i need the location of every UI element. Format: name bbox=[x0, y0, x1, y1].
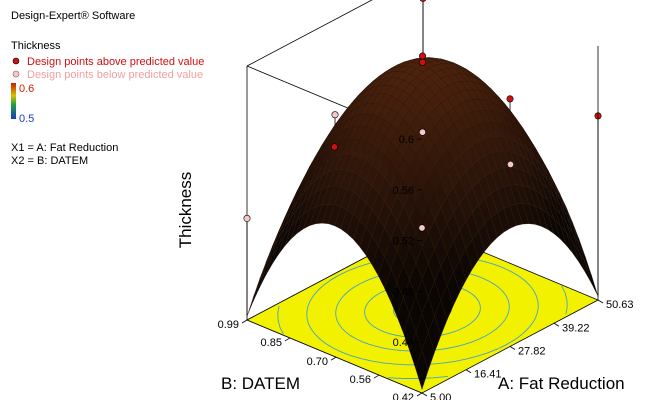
x-tick bbox=[553, 322, 560, 327]
y-tick bbox=[284, 337, 291, 342]
design-point bbox=[506, 95, 514, 103]
y-tick-label: 0.70 bbox=[307, 356, 328, 368]
x-axis-title: A: Fat Reduction bbox=[498, 374, 625, 393]
x-tick-label: 27.82 bbox=[518, 345, 546, 357]
x-tick-label: 5.00 bbox=[430, 392, 451, 400]
response-name: Thickness bbox=[11, 40, 61, 52]
factor-map-x2: X2 = B: DATEM bbox=[11, 155, 88, 167]
y-axis-title: B: DATEM bbox=[221, 374, 300, 393]
z-tick-label: 0.6 bbox=[399, 134, 414, 146]
surface-facet bbox=[259, 256, 273, 288]
surface-facet bbox=[415, 349, 429, 390]
x-tick bbox=[465, 369, 472, 374]
design-point bbox=[331, 111, 339, 119]
surface-facet bbox=[253, 268, 266, 302]
software-title: Design-Expert® Software bbox=[11, 10, 135, 22]
design-point bbox=[418, 224, 426, 232]
surface-facet bbox=[246, 282, 260, 317]
design-points bbox=[243, 0, 602, 232]
colorbar-high-label: 0.6 bbox=[19, 83, 34, 95]
y-tick bbox=[330, 356, 337, 361]
surface-facet bbox=[253, 264, 266, 298]
z-axis-title: Thickness bbox=[176, 172, 195, 249]
below-marker-icon bbox=[12, 70, 20, 78]
y-tick bbox=[241, 319, 248, 324]
y-tick bbox=[373, 374, 380, 379]
factor-map-x1: X1 = A: Fat Reduction bbox=[11, 142, 118, 154]
design-point bbox=[419, 52, 427, 60]
surface-facet bbox=[585, 263, 599, 297]
z-tick-label: 0.56 bbox=[393, 185, 414, 197]
colorbar bbox=[11, 83, 16, 119]
legend-above-label: Design points above predicted value bbox=[27, 56, 204, 68]
x-tick-label: 50.63 bbox=[606, 299, 634, 311]
x-tick bbox=[597, 299, 604, 304]
x-tick-label: 39.22 bbox=[562, 322, 590, 334]
y-tick-label: 0.42 bbox=[393, 392, 414, 400]
z-tick-label: 0.48 bbox=[393, 286, 414, 298]
x-tick bbox=[421, 392, 428, 397]
design-point bbox=[419, 128, 427, 136]
legend-below-label: Design points below predicted value bbox=[27, 69, 203, 81]
z-tick-label: 0.44 bbox=[393, 337, 414, 349]
y-tick-label: 0.56 bbox=[350, 374, 371, 386]
x-tick-label: 16.41 bbox=[474, 369, 502, 381]
x-tick bbox=[509, 346, 516, 350]
y-tick bbox=[416, 392, 423, 397]
box-edge-back-top-a bbox=[246, 0, 373, 67]
z-tick-label: 0.52 bbox=[393, 236, 414, 248]
response-surface bbox=[246, 57, 599, 390]
above-marker-icon bbox=[12, 57, 20, 65]
y-tick-label: 0.99 bbox=[218, 319, 239, 331]
axis-ticks: 0.44 0.48 0.52 0.56 0.6 5.00 16.41 27.82 39.22 50… bbox=[218, 134, 634, 400]
colorbar-low-label: 0.5 bbox=[19, 113, 34, 125]
design-point bbox=[419, 0, 427, 2]
design-point bbox=[419, 58, 427, 66]
y-tick-label: 0.85 bbox=[261, 337, 282, 349]
design-point bbox=[506, 160, 514, 168]
design-point bbox=[330, 143, 338, 151]
design-point bbox=[243, 214, 251, 222]
